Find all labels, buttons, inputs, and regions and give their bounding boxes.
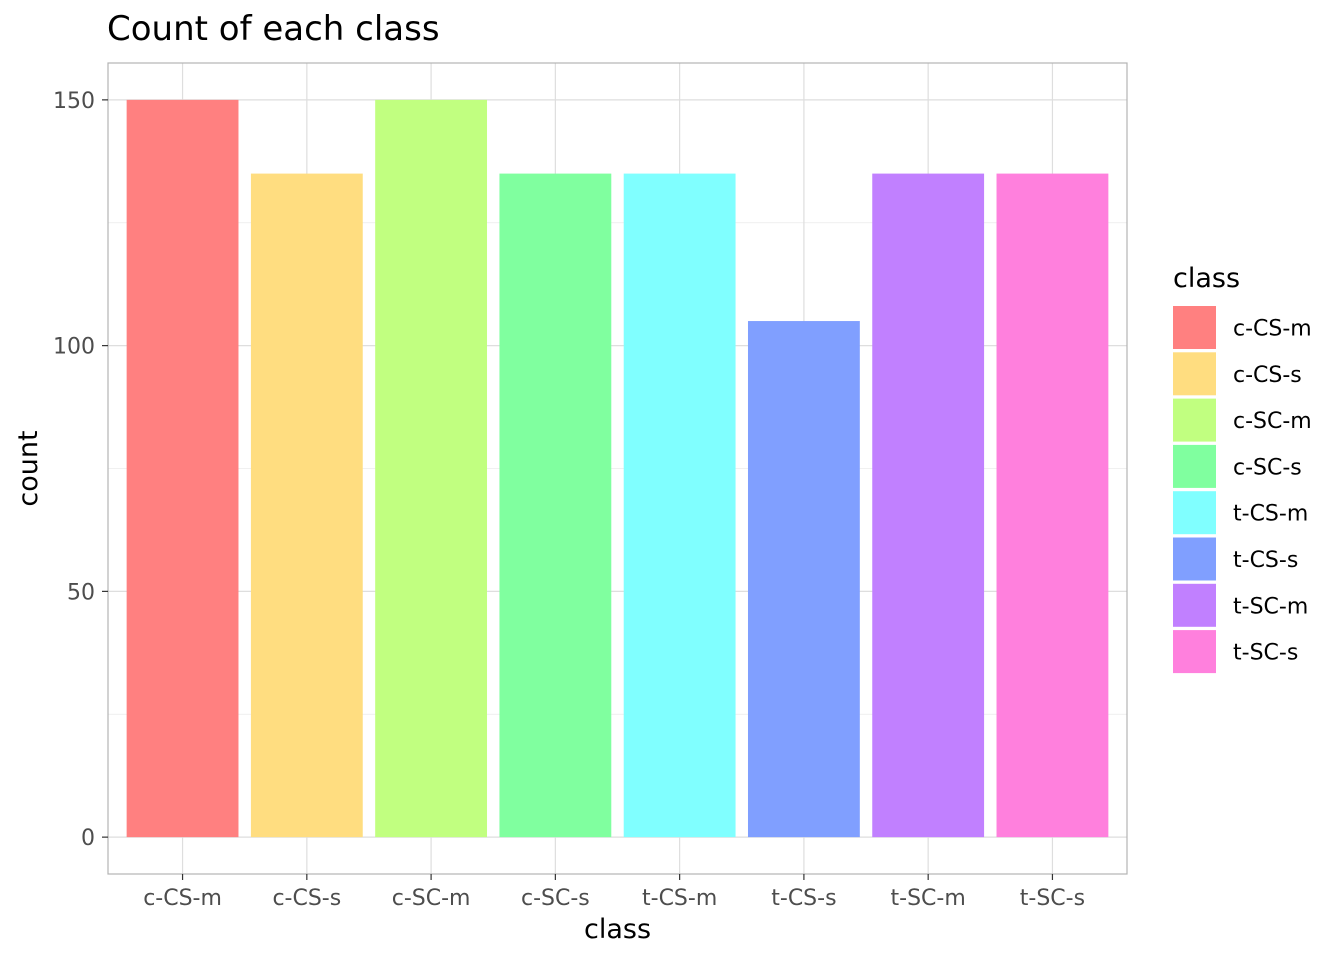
- y-tick-label: 150: [53, 89, 95, 114]
- chart-title: Count of each class: [107, 9, 440, 49]
- legend-key-c-CS-s: [1173, 352, 1216, 396]
- legend-label: t-CS-s: [1233, 548, 1298, 573]
- legend-key-c-SC-s: [1173, 444, 1216, 488]
- legend: class c-CS-m c-CS-s c-SC-m c-SC-s t-CS-m t-CS…: [1173, 263, 1312, 674]
- y-axis: 0 50 100 150: [53, 89, 108, 851]
- bar-t-SC-s: [996, 173, 1109, 838]
- legend-key-c-SC-m: [1173, 398, 1216, 442]
- y-axis-title: count: [13, 430, 44, 506]
- legend-label: c-SC-s: [1233, 455, 1302, 480]
- legend-key-t-CS-s: [1173, 537, 1216, 581]
- legend-key-t-CS-m: [1173, 491, 1216, 535]
- x-axis-title: class: [584, 914, 651, 945]
- bar-t-CS-m: [623, 173, 736, 838]
- x-tick-label: c-CS-m: [143, 886, 222, 911]
- legend-key-c-CS-m: [1173, 306, 1216, 349]
- y-tick-label: 0: [81, 826, 95, 851]
- bar-t-SC-m: [872, 173, 985, 838]
- bar-c-SC-s: [499, 173, 612, 838]
- bar-c-CS-s: [250, 173, 363, 838]
- legend-key-t-SC-m: [1173, 583, 1216, 627]
- x-tick-label: t-CS-m: [642, 886, 717, 911]
- bars: [126, 99, 1109, 838]
- legend-key-t-SC-s: [1173, 630, 1216, 674]
- legend-label: t-CS-m: [1233, 502, 1308, 527]
- panel-border: [107, 62, 1128, 875]
- x-tick-label: c-SC-s: [521, 886, 590, 911]
- legend-label: c-CS-m: [1233, 317, 1312, 342]
- x-tick-label: c-SC-m: [392, 886, 471, 911]
- legend-label: c-SC-m: [1233, 409, 1312, 434]
- legend-items: c-CS-m c-CS-s c-SC-m c-SC-s t-CS-m t-CS-s t-SC…: [1173, 306, 1312, 674]
- x-tick-label: c-CS-s: [272, 886, 341, 911]
- legend-label: c-CS-s: [1233, 363, 1302, 388]
- x-axis: c-CS-m c-CS-s c-SC-m c-SC-s t-CS-m t-CS-s t-SC…: [143, 874, 1085, 911]
- y-tick-label: 50: [67, 580, 95, 605]
- x-tick-label: t-SC-m: [891, 886, 966, 911]
- legend-label: t-SC-s: [1233, 641, 1298, 666]
- x-tick-label: t-CS-s: [771, 886, 836, 911]
- legend-title: class: [1173, 263, 1240, 294]
- bar-c-CS-m: [126, 99, 239, 838]
- y-tick-label: 100: [53, 335, 95, 360]
- x-tick-label: t-SC-s: [1020, 886, 1085, 911]
- bar-c-SC-m: [375, 99, 488, 838]
- bar-t-CS-s: [747, 321, 860, 838]
- legend-label: t-SC-m: [1233, 594, 1308, 619]
- plot-panel: [107, 62, 1128, 875]
